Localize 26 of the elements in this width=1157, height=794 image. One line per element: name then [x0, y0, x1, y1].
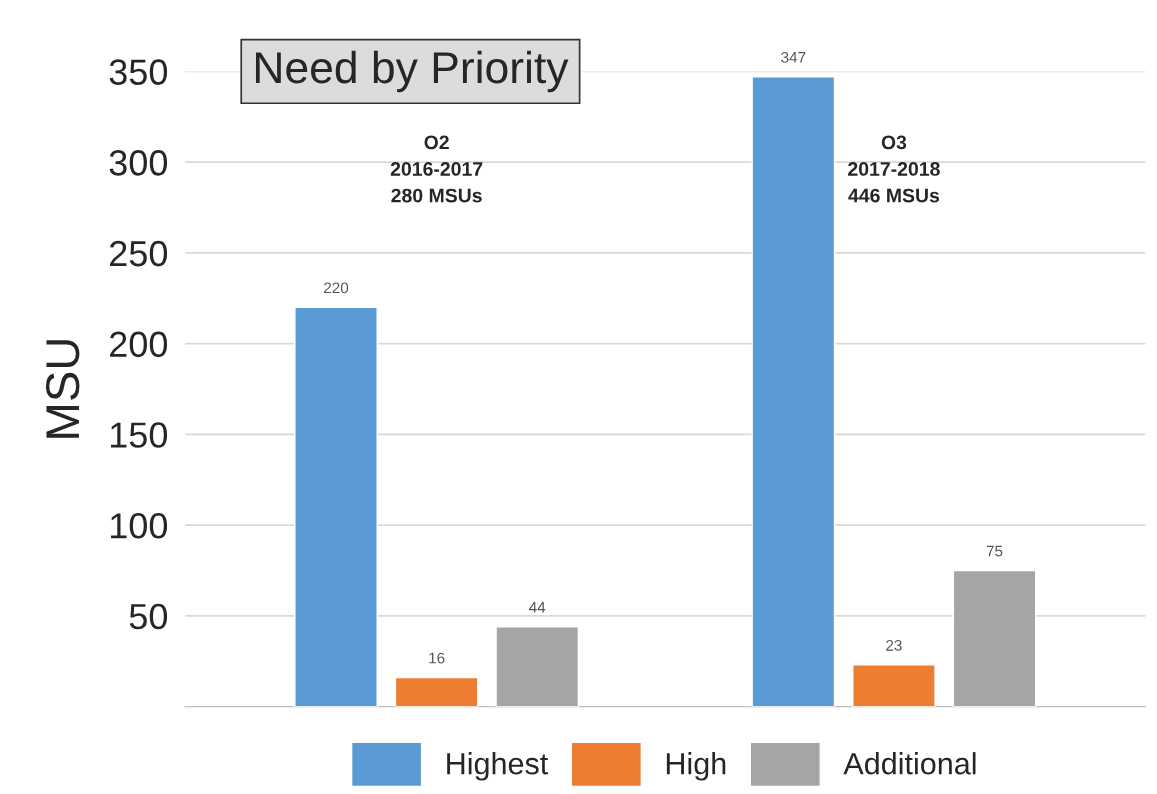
- annotation: O3 2017-2018 446 MSUs: [848, 135, 940, 203]
- data-label: 75: [986, 545, 1003, 557]
- data-label: 44: [529, 602, 546, 613]
- y-tick-label: 300: [109, 150, 168, 176]
- annotation: O2 2016-2017 280 MSUs: [390, 135, 483, 203]
- bar: [952, 569, 1037, 707]
- legend-label: Highest: [447, 752, 549, 781]
- y-tick-label: 50: [129, 603, 168, 630]
- y-tick-label: 200: [110, 331, 168, 358]
- y-tick-label: 250: [110, 240, 168, 267]
- bar: [751, 76, 836, 707]
- bar: [495, 626, 580, 707]
- chart-title: Need by Priority: [255, 50, 569, 93]
- y-tick-label: 350: [109, 59, 168, 85]
- bar: [852, 664, 936, 707]
- y-tick-label: 100: [110, 513, 168, 539]
- data-label: 16: [429, 652, 445, 664]
- legend-label: High: [666, 752, 726, 781]
- y-tick-label: 150: [110, 422, 168, 448]
- y-axis-title: MSU: [45, 340, 80, 438]
- data-label: 347: [781, 51, 806, 63]
- data-label: 220: [324, 282, 349, 294]
- legend-label: Additional: [843, 752, 976, 775]
- bar: [394, 676, 479, 707]
- data-label: 23: [886, 639, 902, 651]
- bar: [294, 306, 378, 707]
